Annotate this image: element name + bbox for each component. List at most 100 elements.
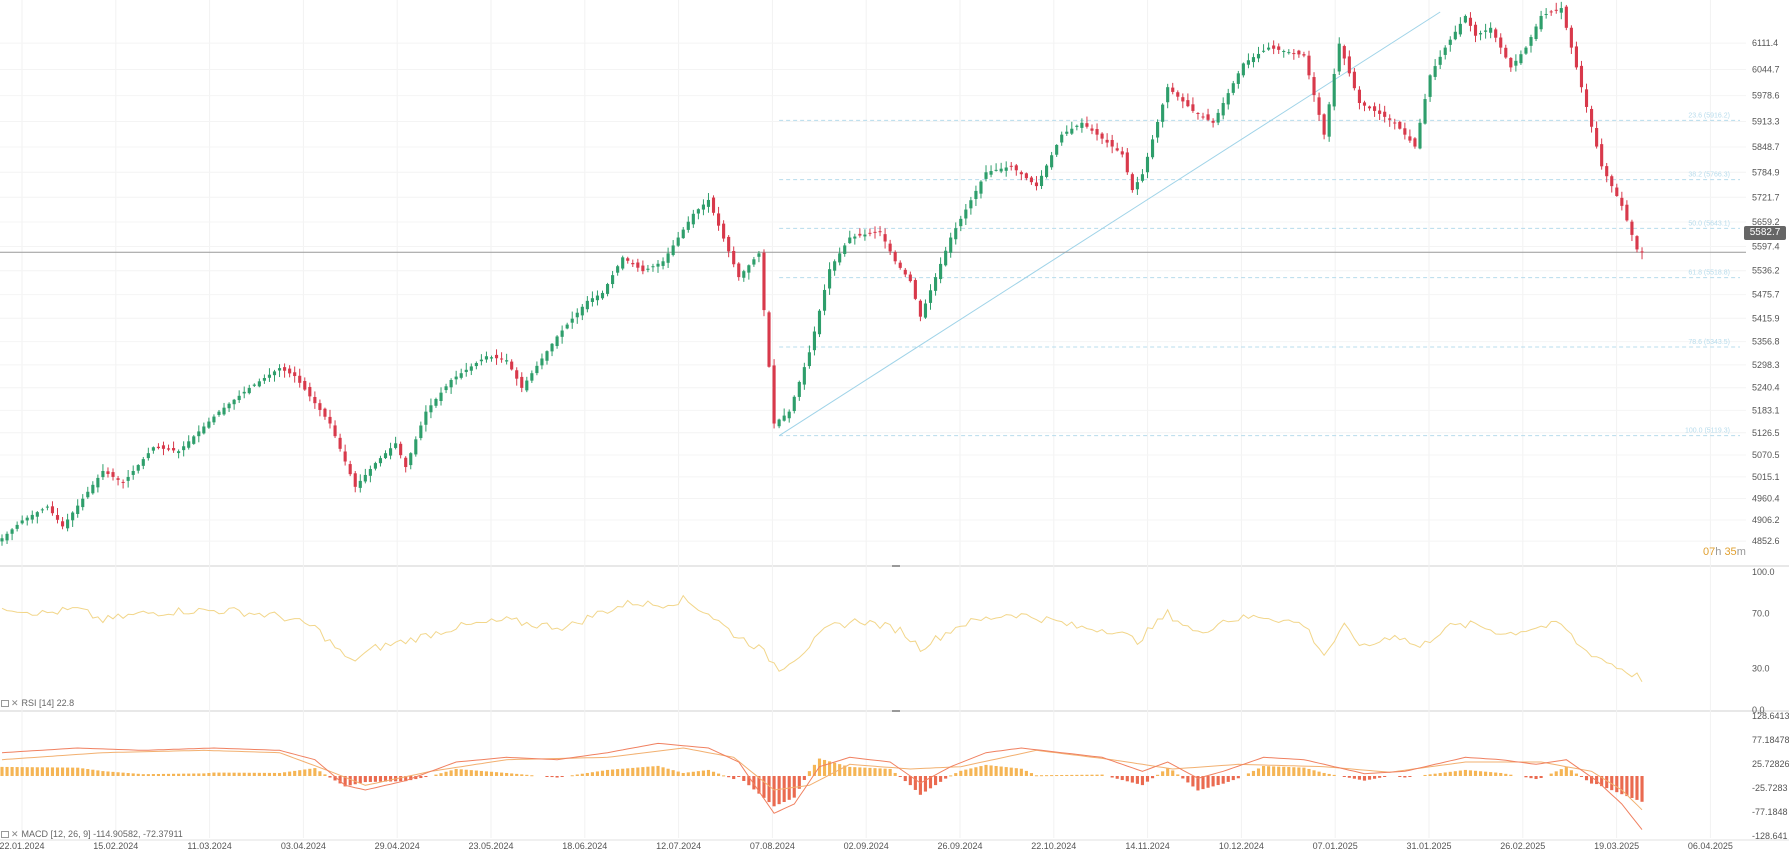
candle-up — [984, 172, 988, 179]
macd-histogram-bar — [151, 774, 155, 777]
x-tick-label: 22.10.2024 — [1031, 841, 1076, 851]
candle-down — [772, 365, 776, 424]
candle-down — [722, 223, 726, 239]
candle-up — [757, 253, 761, 257]
candle-up — [1050, 155, 1054, 168]
macd-histogram-bar — [1484, 771, 1488, 777]
candle-up — [222, 407, 226, 415]
candle-up — [136, 465, 140, 471]
macd-histogram-bar — [15, 767, 19, 777]
close-icon[interactable]: ✕ — [11, 698, 19, 708]
macd-histogram-bar — [1287, 767, 1291, 777]
macd-histogram-bar — [409, 776, 413, 781]
candle-up — [535, 365, 539, 374]
macd-histogram-bar — [348, 776, 352, 786]
macd-histogram-bar — [383, 776, 388, 782]
fib-level-label: 78.6 (5343.5) — [1688, 339, 1730, 346]
candle-up — [1423, 99, 1427, 124]
candle-up — [192, 436, 196, 444]
candle-up — [1489, 27, 1493, 33]
macd-histogram-bar — [1145, 776, 1150, 782]
candle-down — [1590, 108, 1594, 127]
candle-up — [373, 463, 377, 469]
macd-histogram-bar — [126, 773, 130, 777]
candle-down — [868, 232, 872, 234]
macd-histogram-bar — [308, 768, 312, 777]
candle-down — [1176, 92, 1180, 97]
candle-up — [959, 218, 963, 227]
close-icon[interactable]: ✕ — [11, 829, 19, 839]
candle-countdown: 07h 35m — [1703, 546, 1746, 558]
macd-histogram-bar — [873, 768, 877, 777]
macd-histogram-bar — [797, 776, 801, 789]
candle-up — [1145, 156, 1150, 173]
macd-histogram-bar — [757, 776, 761, 794]
x-tick-label: 12.07.2024 — [656, 841, 701, 851]
macd-histogram-bar — [1403, 776, 1407, 778]
macd-histogram-bar — [1090, 774, 1094, 777]
macd-histogram-bar — [1065, 774, 1069, 777]
macd-histogram-bar — [908, 776, 912, 786]
candle-up — [1443, 47, 1447, 55]
candle-up — [696, 209, 700, 214]
pane-resize-handle — [892, 710, 900, 712]
candle-down — [111, 472, 115, 477]
fib-level-label: 61.8 (5518.8) — [1688, 270, 1730, 277]
price-tick-label: 5978.6 — [1752, 91, 1780, 101]
macd-histogram-bar — [1211, 776, 1215, 787]
macd-histogram-bar — [106, 771, 110, 777]
macd-histogram-bar — [1595, 776, 1599, 785]
candle-up — [1463, 15, 1467, 23]
candle-up — [994, 169, 998, 171]
macd-histogram-bar — [454, 768, 458, 777]
candle-up — [1226, 93, 1230, 105]
macd-histogram-bar — [868, 767, 872, 777]
macd-histogram-bar — [898, 776, 902, 778]
candle-up — [1156, 122, 1160, 138]
candle-up — [1428, 75, 1432, 97]
macd-histogram-bar — [989, 765, 993, 777]
macd-histogram-bar — [1014, 768, 1018, 777]
candle-down — [1393, 122, 1397, 124]
macd-histogram-bar — [1140, 776, 1145, 786]
macd-histogram-bar — [1256, 768, 1261, 777]
candle-down — [1090, 128, 1094, 131]
macd-histogram-bar — [444, 771, 448, 777]
macd-histogram-bar — [737, 776, 741, 778]
x-tick-label: 18.06.2024 — [562, 841, 607, 851]
candle-up — [419, 425, 423, 439]
candle-down — [510, 361, 514, 370]
candle-up — [828, 269, 832, 289]
x-tick-label: 31.01.2025 — [1406, 841, 1451, 851]
rsi-tick-label: 70.0 — [1752, 608, 1770, 618]
candle-down — [106, 471, 110, 474]
menu-icon[interactable] — [1, 700, 9, 708]
macd-histogram-bar — [752, 776, 756, 790]
macd-histogram-bar — [1307, 768, 1311, 777]
macd-histogram-bar — [913, 776, 917, 790]
candle-up — [1332, 73, 1336, 107]
candle-down — [1352, 71, 1356, 89]
candle-down — [1009, 165, 1013, 167]
menu-icon[interactable] — [1, 831, 9, 839]
macd-histogram-bar — [686, 772, 690, 777]
macd-histogram-bar — [1630, 776, 1634, 798]
macd-histogram-bar — [1135, 776, 1139, 784]
rsi-label[interactable]: ✕ RSI [14] 22.8 — [1, 698, 74, 709]
macd-label[interactable]: ✕ MACD [12, 26, 9] -114.90582, -72.37911 — [1, 829, 183, 840]
macd-histogram-bar — [974, 767, 978, 777]
macd-histogram-bar — [550, 776, 554, 778]
candle-up — [1448, 39, 1452, 45]
macd-histogram-bar — [1569, 770, 1573, 777]
fibonacci-retracement[interactable]: 23.6 (5916.2) 38.2 (5766.3) 50.0 (5643.1) 6… — [778, 11, 1740, 437]
macd-histogram-bar — [641, 767, 645, 777]
candle-down — [1186, 100, 1190, 107]
candle-up — [182, 446, 186, 451]
macd-histogram-bar — [338, 776, 342, 784]
candle-down — [520, 376, 524, 388]
macd-histogram-bar — [1342, 776, 1346, 778]
candle-up — [388, 448, 393, 456]
